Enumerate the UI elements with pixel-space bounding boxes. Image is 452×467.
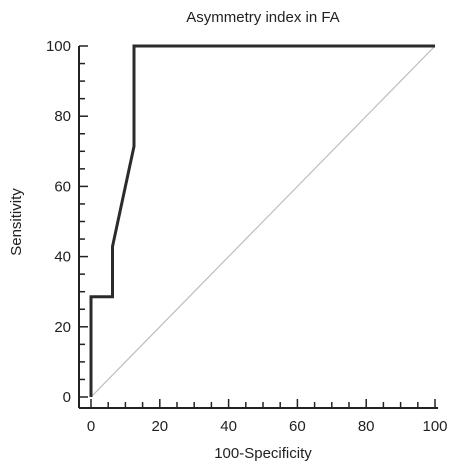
y-tick-label: 60 <box>54 178 71 195</box>
reference-diagonal-line <box>90 45 436 398</box>
y-tick-label: 100 <box>46 38 71 55</box>
x-tick-label: 40 <box>220 418 237 435</box>
ticks: 0 20 40 60 80 100 0 20 40 60 80 100 <box>46 38 448 435</box>
y-tick-label: 20 <box>54 319 71 336</box>
y-axis-label: Sensitivity <box>8 188 25 256</box>
chart-title: Asymmetry index in FA <box>186 9 339 26</box>
x-axis-label: 100-Specificity <box>214 445 312 462</box>
x-tick-label: 20 <box>151 418 168 435</box>
y-tick-label: 80 <box>54 108 71 125</box>
series-group <box>89 44 436 398</box>
axes <box>78 46 438 409</box>
roc-curve-line <box>89 44 435 397</box>
x-tick-label: 100 <box>422 418 447 435</box>
x-tick-label: 60 <box>289 418 306 435</box>
y-tick-label: 40 <box>54 249 71 266</box>
y-tick-label: 0 <box>63 389 71 406</box>
x-tick-label: 0 <box>87 418 95 435</box>
x-tick-label: 80 <box>358 418 375 435</box>
